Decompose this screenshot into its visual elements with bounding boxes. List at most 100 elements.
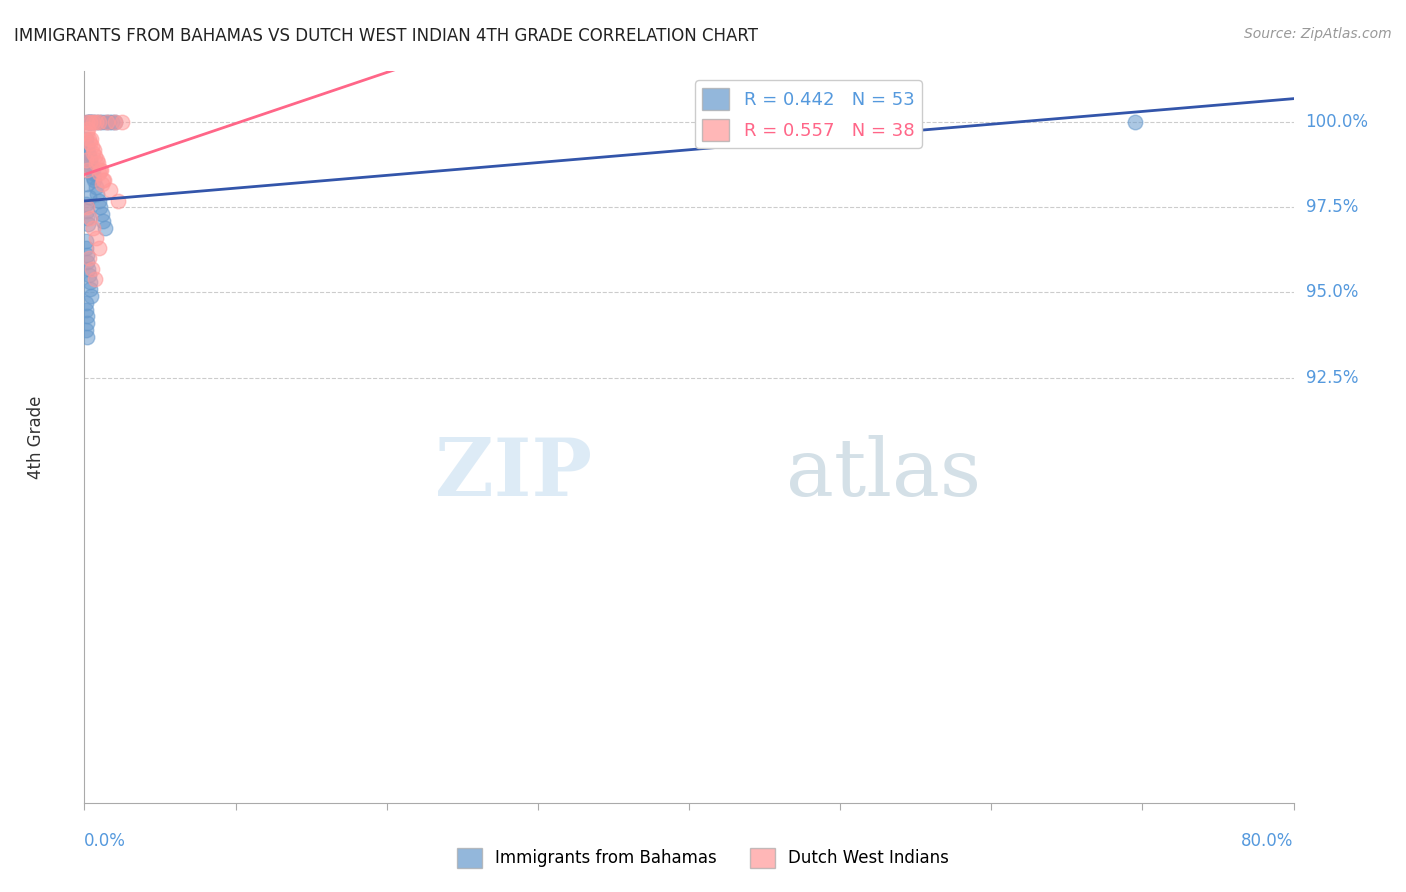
Point — [75, 197, 97, 211]
Text: Source: ZipAtlas.com: Source: ZipAtlas.com — [1244, 27, 1392, 41]
Point — [75, 235, 97, 249]
Point — [89, 115, 111, 129]
Point — [76, 329, 98, 343]
Point — [79, 153, 101, 167]
Point — [79, 115, 101, 129]
Point — [76, 316, 98, 330]
Point — [79, 211, 101, 225]
Point — [89, 115, 111, 129]
Text: 4th Grade: 4th Grade — [27, 395, 45, 479]
Point — [82, 146, 104, 161]
Point — [84, 180, 107, 194]
Point — [79, 136, 101, 150]
Point — [77, 268, 100, 283]
Point — [80, 289, 103, 303]
Point — [86, 186, 108, 201]
Point — [97, 115, 120, 129]
Point — [79, 282, 101, 296]
Point — [80, 139, 103, 153]
Point — [77, 149, 100, 163]
Point — [104, 115, 127, 129]
Point — [82, 169, 104, 184]
Point — [76, 261, 98, 276]
Point — [80, 261, 103, 276]
Text: 92.5%: 92.5% — [1306, 368, 1358, 386]
Point — [76, 126, 98, 140]
Point — [80, 132, 103, 146]
Point — [84, 149, 107, 163]
Point — [77, 115, 100, 129]
Point — [94, 220, 117, 235]
Point — [76, 211, 98, 225]
Text: atlas: atlas — [786, 434, 981, 513]
Point — [84, 272, 107, 286]
Point — [75, 302, 97, 317]
Point — [75, 323, 97, 337]
Point — [76, 203, 98, 218]
Point — [76, 201, 98, 215]
Point — [77, 190, 100, 204]
Point — [87, 156, 110, 170]
Point — [75, 153, 97, 167]
Point — [89, 241, 111, 255]
Point — [76, 310, 98, 324]
Point — [111, 115, 134, 129]
Point — [1123, 115, 1146, 129]
Point — [77, 146, 100, 161]
Point — [94, 115, 117, 129]
Point — [91, 173, 114, 187]
Point — [86, 231, 108, 245]
Point — [84, 156, 107, 170]
Point — [76, 115, 98, 129]
Point — [76, 139, 98, 153]
Point — [93, 173, 115, 187]
Point — [86, 153, 108, 167]
Point — [89, 163, 111, 178]
Point — [77, 132, 100, 146]
Point — [107, 194, 129, 208]
Point — [90, 163, 112, 178]
Point — [86, 115, 108, 129]
Point — [86, 115, 108, 129]
Point — [77, 252, 100, 266]
Text: 97.5%: 97.5% — [1306, 198, 1358, 217]
Point — [77, 218, 100, 232]
Text: IMMIGRANTS FROM BAHAMAS VS DUTCH WEST INDIAN 4TH GRADE CORRELATION CHART: IMMIGRANTS FROM BAHAMAS VS DUTCH WEST IN… — [14, 27, 758, 45]
Legend: Immigrants from Bahamas, Dutch West Indians: Immigrants from Bahamas, Dutch West Indi… — [450, 841, 956, 875]
Point — [96, 115, 118, 129]
Point — [76, 248, 98, 262]
Point — [89, 201, 111, 215]
Point — [76, 177, 98, 191]
Point — [80, 163, 103, 178]
Point — [80, 160, 103, 174]
Point — [79, 275, 101, 289]
Point — [76, 115, 98, 129]
Point — [100, 115, 122, 129]
Point — [82, 115, 104, 129]
Point — [90, 177, 112, 191]
Text: 100.0%: 100.0% — [1306, 113, 1368, 131]
Text: 0.0%: 0.0% — [84, 832, 127, 850]
Point — [82, 166, 104, 180]
Point — [75, 132, 97, 146]
Point — [87, 166, 110, 180]
Point — [87, 194, 110, 208]
Point — [76, 255, 98, 269]
Point — [75, 295, 97, 310]
Point — [82, 115, 104, 129]
Point — [75, 241, 97, 255]
Point — [80, 115, 103, 129]
Legend: R = 0.442   N = 53, R = 0.557   N = 38: R = 0.442 N = 53, R = 0.557 N = 38 — [695, 80, 922, 148]
Text: ZIP: ZIP — [436, 434, 592, 513]
Point — [79, 156, 101, 170]
Point — [82, 220, 104, 235]
Point — [76, 163, 98, 178]
Point — [83, 173, 105, 187]
Point — [91, 115, 114, 129]
Point — [104, 115, 127, 129]
Point — [77, 115, 100, 129]
Text: 95.0%: 95.0% — [1306, 284, 1358, 301]
Point — [77, 122, 100, 136]
Point — [83, 143, 105, 157]
Point — [79, 115, 101, 129]
